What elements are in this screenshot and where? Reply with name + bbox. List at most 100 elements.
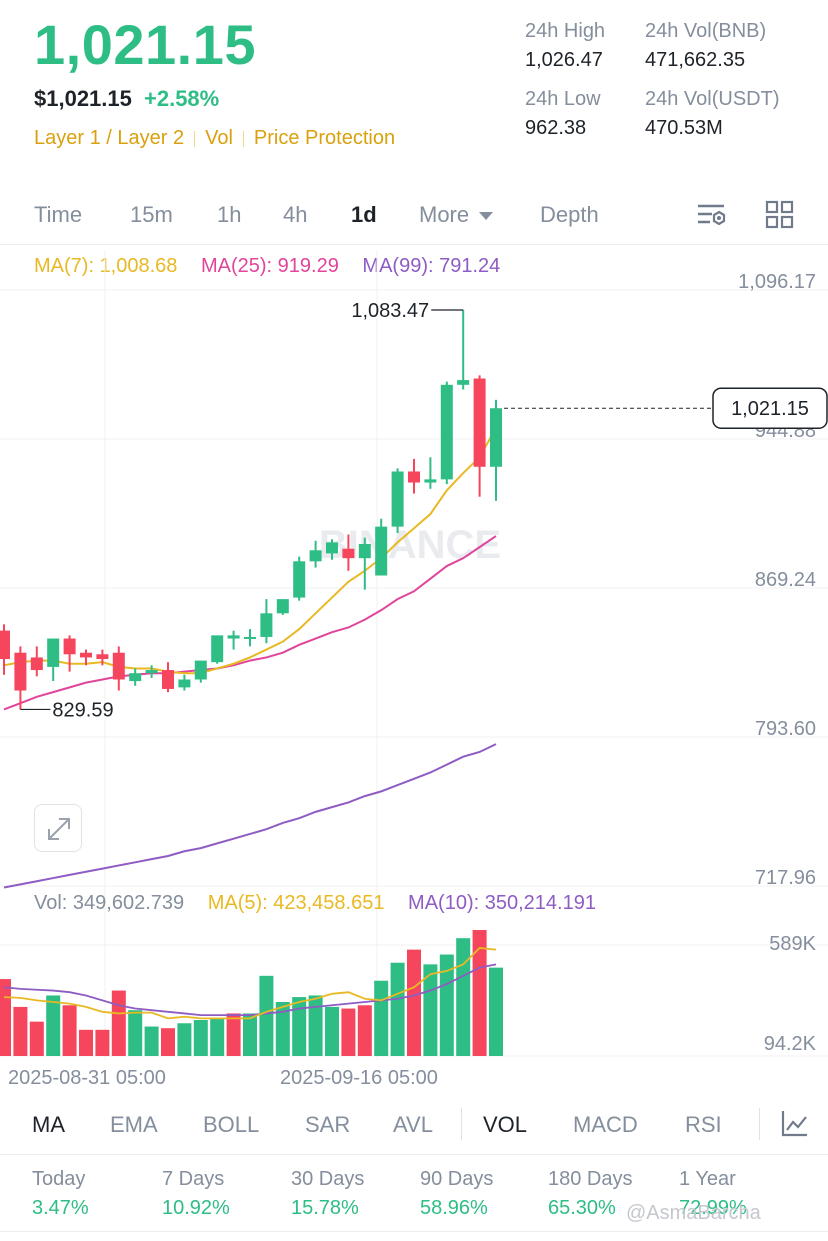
timeframe-tabs: Time 15m 1h 4h 1d More Depth [0,188,828,240]
tag-vol[interactable]: Vol [205,127,233,149]
stat-value: 470.53M [645,117,723,139]
stat-label: 24h Low [525,88,601,110]
perf-value: 58.96% [420,1197,488,1219]
candle-down [63,638,76,655]
tab-1d[interactable]: 1d [351,202,377,227]
expand-button[interactable] [34,804,82,852]
x-tick-label: 2025-08-31 05:00 [8,1067,166,1089]
volume-bar-up [259,975,274,1056]
volume-bar-up [489,967,503,1056]
ma99-label: MA(99): 791.24 [362,255,501,277]
tab-depth[interactable]: Depth [540,202,599,227]
candle-up [440,384,453,480]
price-chart[interactable]: 1,096.17944.88869.24793.60717.96BINANCE1… [0,0,828,1095]
candle-down [408,471,420,483]
ma7-label: MA(7): 1,008.68 [34,255,178,277]
current-price-badge [712,387,828,429]
chevron-down-icon [479,212,494,221]
perf-7d: 7 Days 10.92% [162,1168,230,1220]
candle-down [112,652,125,680]
tab-rsi[interactable]: RSI [685,1112,722,1137]
volume-bar-up [374,980,389,1056]
low-label: 829.59 [52,699,113,721]
perf-value: 15.78% [291,1197,359,1219]
candle-down [342,548,355,559]
indicator-settings-icon[interactable] [780,1108,810,1138]
x-tick-label: 2025-09-16 05:00 [280,1067,438,1089]
tag-layer[interactable]: Layer 1 / Layer 2 [34,127,185,149]
volume-bar-down [62,1005,77,1056]
performance-row: Today 3.47% 7 Days 10.92% 30 Days 15.78%… [0,1160,828,1230]
volume-bar-down [79,1029,93,1056]
perf-value: 72.99% [679,1197,747,1219]
stat-24h-vol-usdt: 24h Vol(USDT) 470.53M [645,88,780,140]
perf-label: 30 Days [291,1168,365,1190]
perf-1y: 1 Year 72.99% [679,1168,747,1220]
volume-bar-down [341,1008,356,1056]
volume-bar-up [439,954,454,1056]
volume-bar-up [292,997,307,1056]
volume-bar-up [128,1010,143,1056]
stat-label: 24h Vol(USDT) [645,88,780,110]
volume-bar-up [390,962,405,1056]
perf-90d: 90 Days 58.96% [420,1168,493,1220]
candle-up [194,660,207,680]
stat-value: 1,026.47 [525,49,603,71]
vol-ma10-line [3,963,497,1016]
tab-more[interactable]: More [419,202,494,228]
y-tick-label: 869.24 [755,569,816,591]
y-tick-label: 717.96 [755,867,816,889]
tab-avl[interactable]: AVL [393,1112,433,1137]
tag-price-protection[interactable]: Price Protection [253,127,396,149]
volume-bar-down [161,1028,175,1056]
grid-layout-icon[interactable] [765,200,795,230]
stat-24h-low: 24h Low 962.38 [525,88,601,140]
vol-tick-label: 589K [769,933,816,955]
tag-separator [242,130,244,147]
tab-divider [759,1108,760,1140]
ma-legend: MA(7): 1,008.68 MA(25): 919.29 MA(99): 7… [34,255,518,278]
candle-up [145,670,158,674]
volume-bar-down [472,930,487,1056]
stat-value: 962.38 [525,117,587,139]
tab-15m[interactable]: 15m [130,202,173,227]
volume-bar-up [325,1006,339,1056]
ma99-line [3,743,497,889]
volume-bar-down [0,979,11,1056]
tab-1h[interactable]: 1h [217,202,242,227]
expand-icon [48,818,70,840]
tab-ma[interactable]: MA [32,1112,65,1137]
candle-up [211,635,224,663]
candle-down [473,378,486,467]
divider [0,1154,828,1155]
candle-down [0,630,10,660]
volume-bar-up [46,995,61,1056]
y-tick-label: 793.60 [755,718,816,740]
candle-up [260,613,273,637]
image-watermark: @AsmaBarcha [626,1202,761,1224]
tab-boll[interactable]: BOLL [203,1112,260,1137]
candle-up [276,599,289,614]
tab-ema[interactable]: EMA [110,1112,158,1137]
volume-bar-down [29,1021,44,1056]
candle-up [178,679,191,688]
tab-more-label: More [419,202,470,227]
candle-up [391,471,404,527]
vol-ma10-label: MA(10): 350,214.191 [408,892,596,914]
tab-sar[interactable]: SAR [305,1112,351,1137]
tab-vol[interactable]: VOL [483,1112,528,1137]
volume-bar-down [13,1006,28,1056]
indicator-tabs: MA EMA BOLL SAR AVL VOL MACD RSI [0,1100,828,1148]
tab-4h[interactable]: 4h [283,202,308,227]
vol-label: Vol: 349,602.739 [34,892,185,914]
candle-up [227,635,240,639]
volume-bar-down [111,990,126,1056]
candle-up [244,636,256,639]
tab-macd[interactable]: MACD [573,1112,638,1137]
chart-settings-icon[interactable] [696,200,728,230]
candle-down [80,652,92,658]
candle-up [129,673,142,682]
tab-time[interactable]: Time [34,202,83,227]
volume-bar-up [456,938,471,1056]
vol-ma5-label: MA(5): 423,458.651 [207,892,385,914]
